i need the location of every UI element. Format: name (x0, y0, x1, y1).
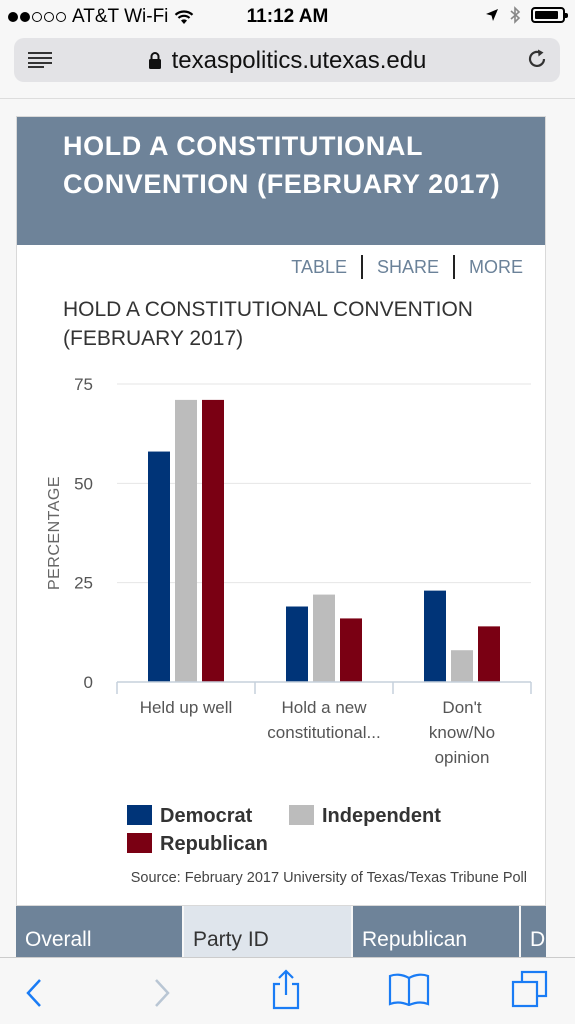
tab-republican[interactable]: Republican (353, 906, 519, 958)
status-right (485, 6, 568, 24)
x-tick-label: know/No (429, 723, 495, 742)
card-header-title: HOLD A CONSTITUTIONAL CONVENTION (FEBRUA… (63, 131, 501, 199)
table-link[interactable]: TABLE (291, 256, 347, 277)
x-tick-label: constitutional... (267, 723, 380, 742)
back-icon[interactable] (24, 978, 44, 1008)
battery-icon (531, 7, 568, 23)
action-separator (453, 255, 455, 279)
legend-swatch-independent (289, 805, 314, 825)
filter-tabs: Overall Party ID Republican D (16, 906, 546, 958)
axis-layer: 0 25 50 75 PERCENTAGE Held up well Hold a new c… (46, 375, 532, 767)
y-axis-label: PERCENTAGE (46, 476, 63, 590)
legend-swatch-republican (127, 833, 152, 853)
bar-republican-2 (478, 626, 500, 682)
reload-icon[interactable] (526, 48, 548, 70)
action-separator (360, 255, 363, 279)
legend-swatch-democrat (127, 805, 152, 825)
signal-dot (8, 12, 18, 22)
bar-democrat-0 (148, 451, 170, 682)
x-tick-label: Held up well (140, 698, 233, 717)
share-link[interactable]: SHARE (376, 256, 439, 277)
bluetooth-icon (510, 6, 521, 24)
tab-d[interactable]: D (521, 906, 546, 958)
url-text: texaspolitics.utexas.edu (171, 47, 427, 74)
signal-dot (20, 12, 30, 22)
x-tick-label: Don't (442, 698, 481, 717)
location-arrow-icon (486, 9, 498, 21)
x-tick-label: opinion (435, 748, 490, 767)
signal-strength-icon (8, 12, 66, 22)
forward-icon[interactable] (152, 978, 172, 1008)
bar-republican-1 (340, 618, 362, 682)
bar-independent-2 (451, 650, 473, 682)
y-tick-label: 75 (74, 375, 93, 394)
bookmarks-icon[interactable] (388, 972, 430, 1006)
bar-republican-0 (202, 399, 224, 682)
source-note: Source: February 2017 University of Texa… (131, 870, 527, 886)
status-bar: AT&T Wi-Fi 11:12 AM (0, 0, 575, 34)
y-tick-label: 50 (74, 474, 93, 493)
wifi-icon (175, 10, 194, 24)
toolbar-divider (0, 98, 575, 99)
bar-democrat-1 (286, 606, 308, 682)
clock: 11:12 AM (246, 6, 329, 27)
bar-independent-1 (313, 594, 335, 682)
bar-democrat-2 (424, 590, 446, 682)
chart-title: HOLD A CONSTITUTIONAL CONVENTION (FEBRUA… (63, 298, 473, 350)
card-header: HOLD A CONSTITUTIONAL CONVENTION (FEBRUA… (17, 117, 545, 245)
signal-dot (44, 12, 54, 22)
tabs-icon[interactable] (510, 970, 550, 1010)
url-display[interactable]: texaspolitics.utexas.edu (14, 47, 560, 75)
status-left: AT&T Wi-Fi (8, 6, 194, 28)
signal-dot (32, 12, 42, 22)
legend-label-republican: Republican (160, 833, 268, 855)
legend-layer: Democrat Independent Republican Source: Feb… (127, 805, 527, 886)
carrier-label: AT&T Wi-Fi (72, 6, 169, 27)
x-tick-label: Hold a new (281, 698, 367, 717)
tab-party-id[interactable]: Party ID (184, 906, 351, 958)
legend-label-independent: Independent (322, 805, 441, 827)
bars-layer (148, 399, 500, 682)
browser-toolbar (0, 957, 575, 1024)
signal-dot (56, 12, 66, 22)
y-tick-label: 0 (84, 673, 93, 692)
legend-label-democrat: Democrat (160, 805, 253, 827)
y-tick-label: 25 (74, 574, 93, 593)
lock-icon (148, 52, 161, 69)
chart-card: HOLD A CONSTITUTIONAL CONVENTION (FEBRUA… (16, 116, 546, 906)
bar-independent-0 (175, 399, 197, 682)
bar-chart: 0 25 50 75 PERCENTAGE Held up well Hold a new c… (46, 375, 532, 886)
address-bar[interactable]: texaspolitics.utexas.edu (14, 38, 560, 82)
tab-overall[interactable]: Overall (16, 906, 182, 958)
more-link[interactable]: MORE (469, 256, 523, 277)
chart-actions: TABLE SHARE MORE (291, 255, 523, 279)
share-icon[interactable] (270, 968, 302, 1010)
reader-menu-icon[interactable] (28, 52, 52, 68)
